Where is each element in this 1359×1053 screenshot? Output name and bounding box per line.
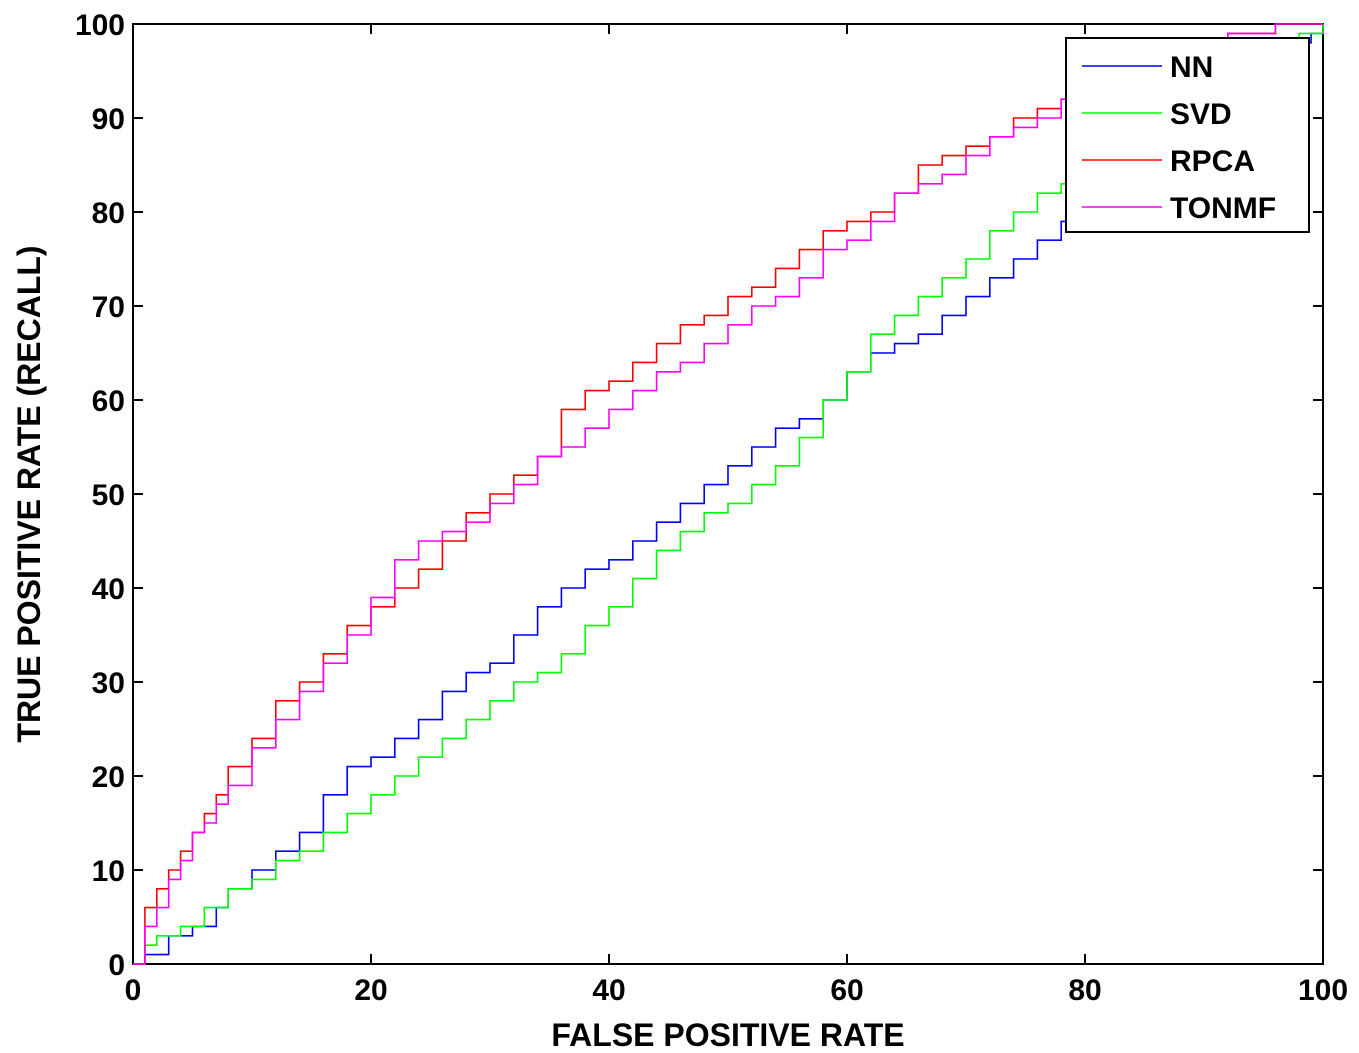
x-axis-ticks: 0 20 40 60 80 100	[125, 24, 1348, 1007]
y-tick-label: 100	[75, 9, 125, 42]
legend: NN SVD RPCA TONMF	[1065, 37, 1310, 233]
y-tick-label: 20	[92, 761, 125, 794]
x-tick-label: 60	[830, 974, 863, 1007]
legend-label-rpca: RPCA	[1170, 145, 1255, 178]
x-tick-label: 100	[1298, 974, 1348, 1007]
legend-label-nn: NN	[1170, 51, 1213, 84]
y-tick-label: 80	[92, 197, 125, 230]
x-tick-label: 40	[592, 974, 625, 1007]
legend-label-svd: SVD	[1170, 98, 1232, 131]
y-axis-ticks: 0 10 20 30 40 50 60 70 80 90 100	[75, 9, 1323, 982]
series-line-tonmf	[133, 23, 1323, 965]
y-tick-label: 50	[92, 479, 125, 512]
y-tick-label: 90	[92, 103, 125, 136]
x-tick-label: 20	[354, 974, 387, 1007]
legend-box	[1065, 37, 1310, 233]
y-tick-label: 40	[92, 573, 125, 606]
x-tick-label: 0	[125, 974, 142, 1007]
x-axis-label: FALSE POSITIVE RATE	[551, 1017, 904, 1053]
y-tick-label: 10	[92, 855, 125, 888]
legend-label-tonmf: TONMF	[1170, 192, 1276, 225]
y-tick-label: 60	[92, 385, 125, 418]
y-tick-label: 70	[92, 291, 125, 324]
x-tick-label: 80	[1068, 974, 1101, 1007]
y-axis-label: TRUE POSITIVE RATE (RECALL)	[11, 245, 47, 742]
y-tick-label: 30	[92, 667, 125, 700]
y-tick-label: 0	[108, 949, 125, 982]
